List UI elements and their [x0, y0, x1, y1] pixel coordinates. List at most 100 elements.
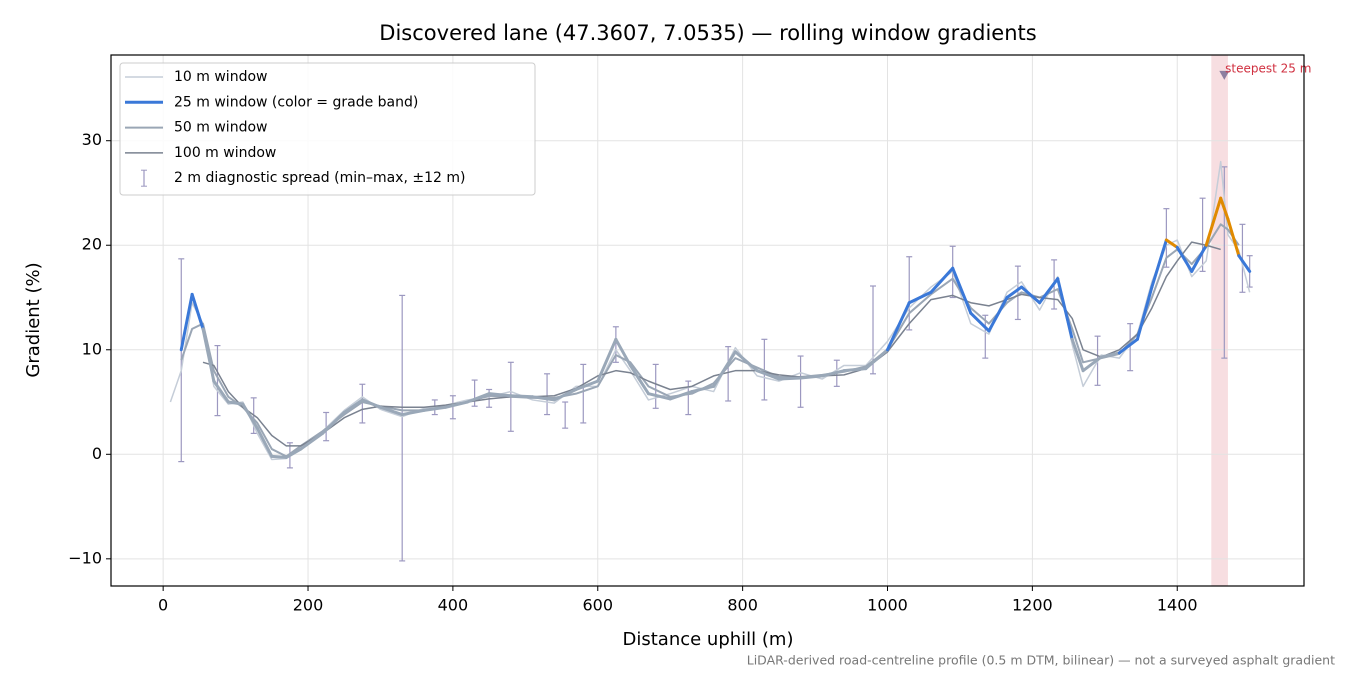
- series-segment: [1056, 277, 1074, 341]
- x-tick-label: 400: [438, 596, 469, 615]
- series-segment: [342, 398, 364, 414]
- series-segment: [1070, 337, 1085, 373]
- legend-label: 2 m diagnostic spread (min–max, ±12 m): [174, 170, 465, 186]
- y-tick-label: −10: [68, 548, 102, 567]
- series-segment: [1020, 285, 1042, 305]
- plot-frame: [110, 54, 1305, 587]
- error-bar: [580, 363, 587, 424]
- series-segment: [284, 447, 303, 459]
- series-segment: [422, 405, 448, 412]
- series-segment: [733, 350, 759, 373]
- y-tick-label: 10: [82, 339, 102, 358]
- error-bar: [982, 314, 989, 359]
- highlight-label: steepest 25 m: [1225, 61, 1311, 75]
- series-segment: [1164, 238, 1179, 249]
- series-segment: [799, 374, 824, 380]
- series-segment: [487, 392, 513, 398]
- series-segment: [755, 369, 781, 381]
- error-bar: [652, 363, 659, 409]
- series-segment: [628, 363, 650, 396]
- error-bar: [544, 373, 551, 416]
- error-bar: [323, 411, 330, 442]
- series-segment: [1150, 238, 1168, 289]
- series-segment: [1117, 337, 1139, 355]
- series-segment: [886, 301, 911, 352]
- x-tick-label: 0: [158, 596, 168, 615]
- legend: 10 m window 25 m window (color = grade ba…: [119, 62, 536, 196]
- series-segment: [321, 410, 346, 435]
- series-segment: [1219, 196, 1230, 221]
- x-tick-label: 1000: [867, 596, 908, 615]
- series-segment: [201, 327, 216, 383]
- series-segment: [614, 337, 632, 367]
- error-bar: [1014, 265, 1021, 321]
- series-segment: [552, 387, 578, 402]
- series-segment: [1135, 285, 1154, 341]
- series-segment: [1081, 355, 1103, 373]
- series-segment: [190, 292, 205, 331]
- error-bar: [471, 379, 478, 407]
- series-segment: [299, 431, 325, 451]
- error-bar: [399, 294, 406, 562]
- series-segment: [509, 394, 535, 399]
- error-bar: [449, 395, 456, 420]
- series-segment: [378, 405, 404, 417]
- series-segment: [987, 296, 1009, 333]
- series-segment: [907, 290, 933, 305]
- series-segment: [241, 402, 259, 430]
- series-segment: [465, 392, 491, 404]
- y-tick-label: 0: [92, 444, 102, 463]
- series-line: [202, 241, 1221, 447]
- series-segment: [255, 426, 274, 458]
- series-segment: [777, 376, 803, 381]
- series-segment: [668, 390, 694, 401]
- error-bar: [1127, 323, 1134, 372]
- series-segment: [212, 379, 230, 404]
- x-tick-label: 600: [582, 596, 613, 615]
- series-segment: [929, 266, 955, 294]
- series-segment: [690, 384, 716, 394]
- error-bar: [870, 285, 877, 375]
- series-segment: [1005, 285, 1023, 300]
- series-segment: [226, 400, 245, 406]
- series-segment: [646, 392, 672, 401]
- legend-label: 10 m window: [174, 69, 267, 85]
- series-segment: [1175, 245, 1194, 273]
- series-segment: [1099, 351, 1121, 359]
- y-tick-label: 30: [82, 130, 102, 149]
- series-line: [169, 160, 1251, 461]
- series-segment: [1204, 196, 1223, 247]
- highlight-marker: [1219, 70, 1230, 80]
- series-segment: [951, 266, 973, 315]
- series-segment: [1226, 217, 1241, 258]
- series-segment: [1237, 254, 1252, 273]
- series-segment: [444, 400, 469, 409]
- legend-box: [119, 62, 536, 196]
- x-axis-label: Distance uphill (m): [623, 629, 794, 650]
- series-segment: [969, 311, 991, 333]
- series-segment: [1190, 243, 1208, 273]
- series-segment: [712, 350, 737, 388]
- error-bar: [1199, 197, 1206, 272]
- highlight-span: [1211, 55, 1228, 586]
- series-segment: [531, 395, 556, 402]
- error-bar: [562, 401, 569, 429]
- series-segment: [574, 379, 600, 391]
- x-tick-label: 200: [293, 596, 324, 615]
- legend-label: 25 m window (color = grade band): [174, 94, 418, 110]
- series-segment: [842, 367, 868, 373]
- x-tick-label: 1400: [1157, 596, 1198, 615]
- series-segment: [1038, 277, 1060, 305]
- series-segment: [400, 408, 426, 417]
- error-bar: [797, 355, 804, 408]
- legend-label: 50 m window: [174, 120, 267, 136]
- chart-title: Discovered lane (47.3607, 7.0535) — roll…: [379, 21, 1036, 45]
- error-bar: [906, 256, 913, 331]
- series-segment: [270, 454, 288, 459]
- y-axis-label: Gradient (%): [23, 262, 44, 377]
- x-tick-label: 800: [727, 596, 758, 615]
- series-segment: [360, 398, 382, 409]
- footnote: LiDAR-derived road-centreline profile (0…: [747, 653, 1335, 668]
- series-segment: [596, 337, 618, 383]
